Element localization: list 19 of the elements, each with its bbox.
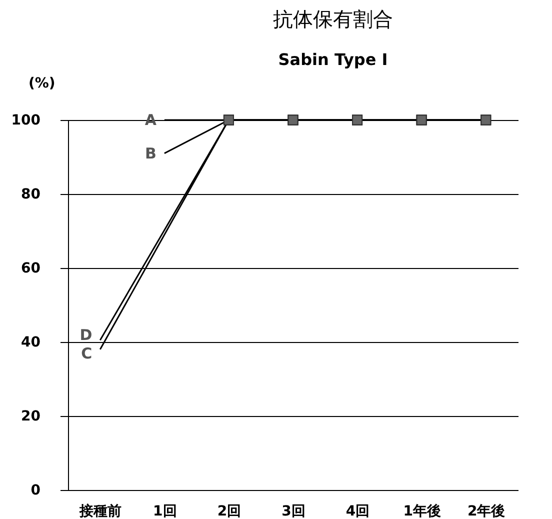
legend-label: D [80, 326, 92, 344]
x-tick-label: 接種前 [78, 502, 122, 519]
y-tick-label: 0 [30, 482, 41, 498]
y-tick-label: 80 [21, 186, 41, 202]
chart-subtitle: Sabin Type I [278, 50, 388, 69]
y-tick-label: 100 [11, 112, 41, 128]
series-label: B [144, 144, 156, 162]
y-tick-label: 60 [21, 260, 41, 276]
x-tick-label: 1回 [153, 504, 177, 519]
y-tick-label: 20 [21, 408, 41, 424]
chart-title: 抗体保有割合 [273, 7, 393, 31]
x-tick-label: 2回 [217, 504, 242, 519]
x-tick-label: 1年後 [403, 504, 441, 519]
x-tick-label: 3回 [282, 504, 306, 519]
y-axis-title: (%) [28, 76, 56, 92]
x-tick-label: 4回 [346, 504, 370, 519]
series-label: C [81, 344, 92, 362]
x-tick-label: 2年後 [467, 504, 506, 519]
y-tick-label: 40 [21, 334, 41, 350]
